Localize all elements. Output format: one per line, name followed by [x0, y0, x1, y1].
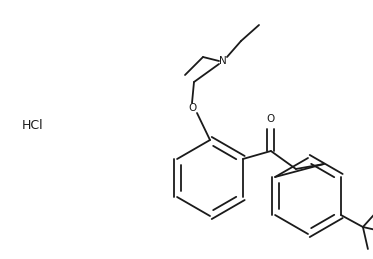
Text: N: N [219, 56, 227, 66]
Text: O: O [267, 114, 275, 124]
Text: O: O [188, 103, 196, 113]
Text: HCl: HCl [22, 119, 44, 132]
